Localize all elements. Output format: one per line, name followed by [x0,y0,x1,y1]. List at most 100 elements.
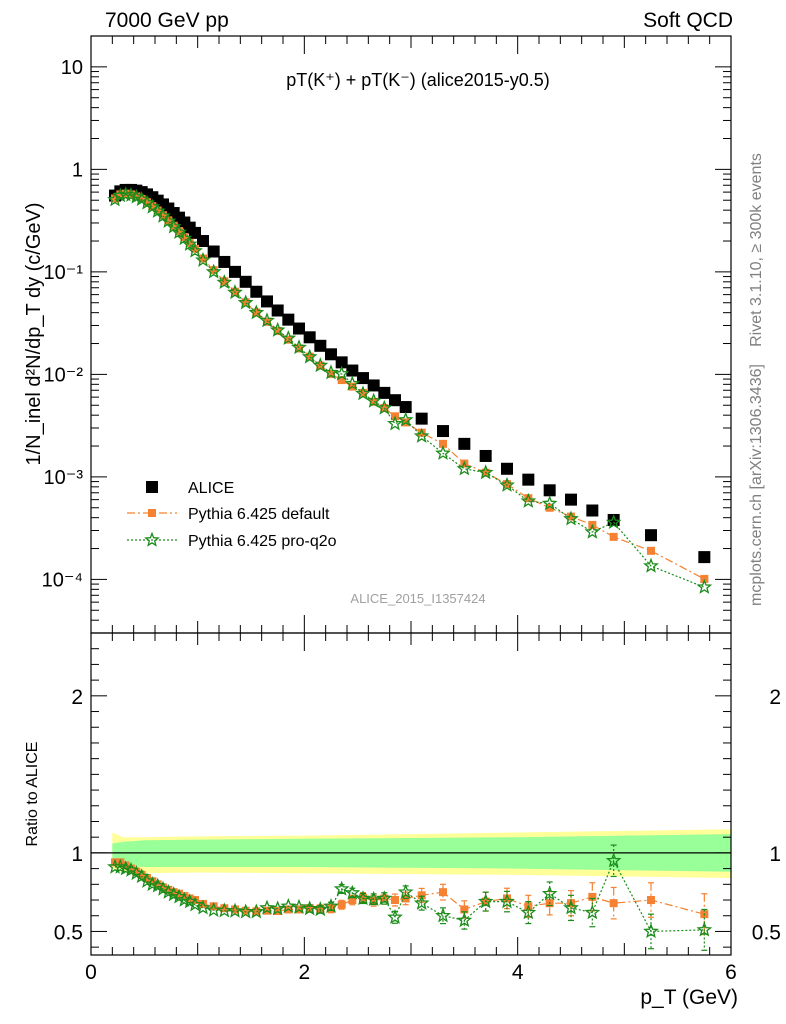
data-point [387,415,403,431]
data-point [227,284,243,300]
ratio-y-tick-label-right: 0.5 [752,921,781,944]
data-point [333,365,350,381]
ratio-point [164,885,173,894]
y-axis-label-text: 1/N_inel d²N/dp_T dy (c/GeV) [23,202,45,465]
ratio-point [387,908,403,925]
data-point [437,425,449,438]
ratio-y-tick-label: 2 [71,686,83,709]
x-tick-label: 4 [512,961,524,984]
ratio-point [355,890,371,906]
legend-label: ALICE [188,480,234,497]
data-point [261,295,273,308]
data-point [159,211,167,220]
data-point [273,326,282,335]
ratio-point [647,896,655,905]
ratio-point [333,880,350,896]
data-point [456,460,473,476]
main-title: pT(K⁺) + pT(K⁻) (alice2015-y0.5) [286,70,550,90]
x-axis-label: p_T (GeV) [640,986,738,1009]
ratio-point [369,896,378,905]
data-point [314,339,327,352]
ratio-point [231,905,239,914]
data-point [284,335,293,344]
data-point [355,385,371,401]
data-point [282,313,295,326]
data-point [605,514,622,530]
ratio-y-tick-label: 1 [71,843,83,866]
data-point [180,232,189,241]
data-point [185,238,194,247]
data-point [567,512,575,521]
ratio-point [337,900,346,909]
data-point [522,473,535,486]
x-tick-label: 6 [725,961,737,984]
ratio-y-tick-label: 0.5 [54,921,83,944]
data-point [199,254,207,263]
data-point [295,344,303,353]
data-point [280,330,297,345]
data-point [479,449,492,462]
legend-label: Pythia 6.425 default [188,506,330,523]
ratio-point [301,900,318,916]
data-point [503,480,511,489]
ratio-point [148,877,157,886]
data-point [107,191,123,207]
data-point [645,529,657,542]
ratio-point [643,923,659,939]
rivet-version-label: Rivet 3.1.10, ≥ 300k events [748,153,765,347]
legend-marker [144,531,160,547]
ratio-y-tick-label-right: 2 [769,686,781,709]
data-point [271,304,284,317]
data-point [541,495,558,511]
ratio-point [259,899,275,915]
data-point [698,551,711,564]
data-point [259,312,275,328]
data-point [501,462,513,475]
ratio-point [269,900,286,916]
legend-marker [146,481,158,493]
data-point [413,427,430,443]
data-point [367,379,380,392]
data-point [269,321,286,337]
data-point [346,364,359,377]
ratio-point [280,898,297,914]
ratio-point [169,888,178,897]
data-point [543,484,556,497]
ratio-point [477,893,494,909]
data-point [417,428,426,437]
data-point [647,546,655,555]
ratio-point [107,858,123,874]
data-point [344,375,361,391]
ratio-point [159,883,167,892]
ratio-point [499,893,515,909]
data-point [116,190,125,199]
data-point [237,294,254,310]
series-proq2o [107,186,713,594]
data-point [160,212,177,228]
ratio-y-tick-label-right: 1 [769,843,781,866]
ratio-point [312,901,329,917]
ratio-point [460,905,469,914]
data-point [169,221,178,230]
header-right: Soft QCD [643,9,733,32]
data-point [164,216,173,225]
main-frame [90,35,732,634]
data-point [111,194,119,203]
data-point [220,277,229,286]
data-point [378,386,391,399]
data-point [524,494,533,503]
watermark: ALICE_2015_I1357424 [350,591,485,606]
data-point [207,245,220,258]
data-point [132,192,141,201]
ratio-point [503,894,511,903]
x-tick-label: 0 [85,961,97,984]
ratio-point [323,897,339,914]
y-tick-label: 10⁻³ [44,467,84,489]
main-y-axis-label: 1/N_inel d²N/dp_T dy (c/GeV) [23,202,45,465]
ratio-point [137,870,146,879]
ratio-point [391,896,399,905]
data-point [205,263,222,279]
data-point [252,308,261,317]
ratio-point [609,899,618,908]
data-point [439,439,447,448]
